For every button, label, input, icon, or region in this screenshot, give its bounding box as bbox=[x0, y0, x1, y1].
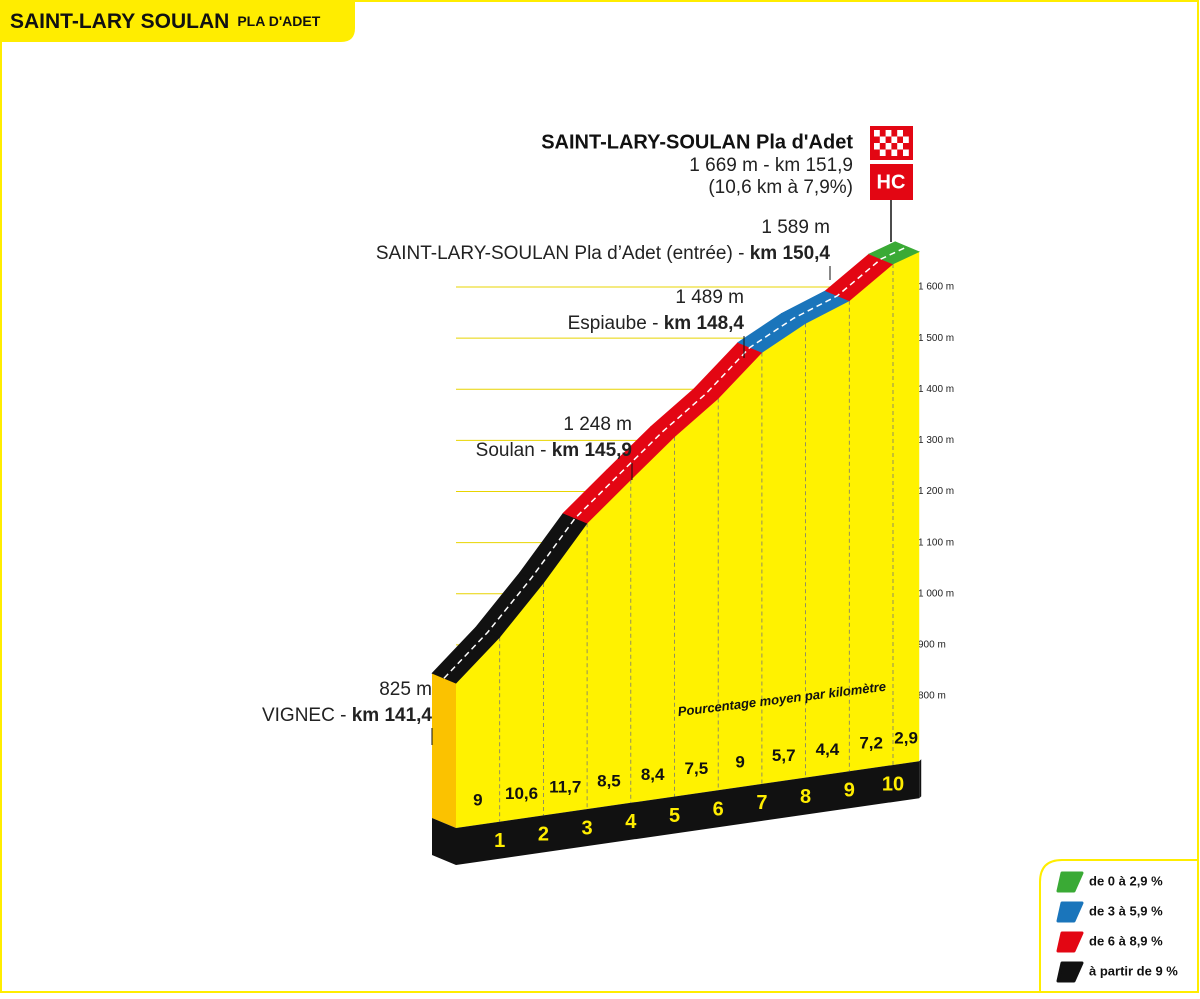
annotation-km: km 150,4 bbox=[750, 243, 831, 264]
x-tick-label: 5 bbox=[669, 805, 680, 827]
title-tab bbox=[0, 0, 355, 42]
flag-checker bbox=[885, 130, 892, 137]
annotation-name: Soulan - bbox=[476, 440, 552, 461]
flag-checker bbox=[891, 136, 898, 143]
y-tick-label: 800 m bbox=[918, 691, 946, 702]
km-strip bbox=[456, 761, 920, 865]
gradient-label: 11,7 bbox=[549, 778, 581, 797]
legend-swatch bbox=[1056, 961, 1084, 983]
legend-swatch bbox=[1056, 871, 1084, 893]
flag-checker bbox=[891, 149, 898, 156]
flag-checker bbox=[897, 130, 903, 137]
annotation-altitude: 1 248 m bbox=[563, 414, 632, 435]
annotation-km: km 148,4 bbox=[664, 313, 745, 334]
summit-category: HC bbox=[877, 171, 906, 193]
gradient-label: 10,6 bbox=[505, 784, 538, 803]
flag-checker bbox=[885, 143, 892, 150]
annotation-km: km 141,4 bbox=[352, 705, 433, 726]
gradient-label: 5,7 bbox=[772, 746, 796, 765]
annotation-place: Espiaube - km 148,4 bbox=[568, 313, 745, 334]
gradient-label: 4,4 bbox=[816, 740, 840, 759]
title-main: SAINT-LARY SOULAN bbox=[10, 10, 229, 33]
y-tick-label: 1 100 m bbox=[918, 537, 954, 548]
y-tick-label: 1 300 m bbox=[918, 435, 954, 446]
km-strip-end bbox=[919, 759, 922, 799]
gradient-label: 9 bbox=[473, 790, 482, 809]
legend-swatch bbox=[1056, 901, 1084, 923]
y-tick-label: 1 400 m bbox=[918, 384, 954, 395]
category-badge bbox=[870, 164, 913, 200]
annotation-name: VIGNEC - bbox=[262, 705, 352, 726]
flag-checker bbox=[903, 136, 909, 143]
gradient-label: 9 bbox=[735, 753, 744, 772]
x-tick-label: 10 bbox=[882, 773, 904, 795]
x-tick-label: 9 bbox=[844, 780, 855, 802]
x-tick-label: 6 bbox=[713, 798, 724, 820]
annotation-altitude: 1 589 m bbox=[761, 217, 830, 238]
flag-checker bbox=[897, 143, 903, 150]
legend-label: de 0 à 2,9 % bbox=[1089, 873, 1163, 888]
profile-area bbox=[456, 251, 920, 828]
legend-label: de 6 à 8,9 % bbox=[1089, 933, 1163, 948]
y-tick-label: 1 200 m bbox=[918, 486, 954, 497]
x-tick-label: 1 bbox=[494, 830, 505, 852]
annotation-name: Espiaube - bbox=[568, 313, 664, 334]
x-tick-label: 3 bbox=[582, 817, 593, 839]
legend-box bbox=[1039, 859, 1199, 993]
gradient-label: 8,5 bbox=[597, 771, 621, 790]
annotation-place: Soulan - km 145,9 bbox=[476, 440, 632, 461]
annotation-name: SAINT-LARY-SOULAN Pla d’Adet (entrée) - bbox=[376, 243, 750, 264]
road-centerline bbox=[443, 246, 908, 679]
y-tick-label: 1 500 m bbox=[918, 333, 954, 344]
annotation-km: km 145,9 bbox=[552, 440, 632, 461]
annotation-place: SAINT-LARY-SOULAN Pla d’Adet (entrée) - … bbox=[376, 243, 831, 264]
gradient-label: 7,2 bbox=[859, 734, 883, 753]
x-tick-label: 4 bbox=[625, 811, 637, 833]
gradient-label: 2,9 bbox=[894, 729, 918, 748]
side-strip bbox=[432, 818, 456, 865]
side-face bbox=[432, 673, 456, 828]
legend-swatch bbox=[1056, 931, 1084, 953]
flag-checker bbox=[874, 130, 880, 137]
flag-checker bbox=[874, 143, 880, 150]
x-tick-label: 2 bbox=[538, 824, 549, 846]
flag-checker bbox=[879, 136, 886, 143]
summit-name: SAINT-LARY-SOULAN Pla d'Adet bbox=[541, 131, 853, 153]
plot: 800 m 900 m 1 000 m 1 100 m 1 200 m 1 300 m 1 … bbox=[262, 126, 954, 865]
annotation-altitude: 1 489 m bbox=[675, 287, 744, 308]
x-tick-label: 7 bbox=[756, 792, 767, 814]
y-tick-label: 1 600 m bbox=[918, 282, 954, 293]
flag-checker bbox=[879, 149, 886, 156]
y-tick-label: 1 000 m bbox=[918, 588, 954, 599]
title-sub: PLA D'ADET bbox=[237, 13, 320, 29]
annotation-altitude: 825 m bbox=[379, 679, 432, 700]
annotation-place: VIGNEC - km 141,4 bbox=[262, 705, 432, 726]
legend-label: à partir de 9 % bbox=[1089, 963, 1178, 978]
flag-checker bbox=[903, 149, 909, 156]
x-tick-label: 8 bbox=[800, 786, 811, 808]
title: SAINT-LARY SOULAN PLA D'ADET bbox=[10, 10, 321, 33]
y-tick-label: 900 m bbox=[918, 640, 946, 651]
legend-label: de 3 à 5,9 % bbox=[1089, 903, 1163, 918]
gradient-label: 8,4 bbox=[641, 765, 665, 784]
gradient-label: 7,5 bbox=[685, 759, 709, 778]
summit-stats: (10,6 km à 7,9%) bbox=[708, 177, 853, 198]
summit-detail: 1 669 m - km 151,9 bbox=[689, 155, 853, 176]
